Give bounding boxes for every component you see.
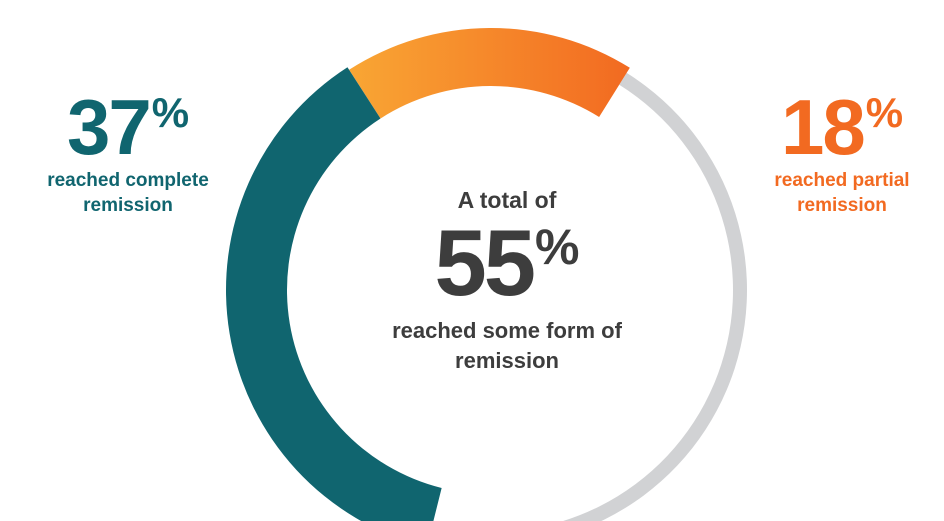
center-total-percent-sign: % xyxy=(535,219,580,275)
partial-remission-label: reached partial remission xyxy=(774,170,910,216)
partial-remission-number: 18 xyxy=(780,83,866,171)
complete-remission-value: 37% xyxy=(12,88,244,166)
slice-complete-remission xyxy=(226,67,442,521)
slice-partial-remission xyxy=(349,27,630,119)
complete-remission-label: reached complete remission xyxy=(47,170,209,216)
complete-remission-stat: 37% reached complete remission xyxy=(12,88,244,218)
donut-center-summary: A total of 55% reached some form of remi… xyxy=(362,186,652,376)
complete-remission-percent-sign: % xyxy=(151,89,190,136)
partial-remission-value: 18% xyxy=(740,88,944,166)
partial-remission-stat: 18% reached partial remission xyxy=(740,88,944,218)
center-total-value: 55% xyxy=(362,216,652,310)
center-label-text: reached some form of remission xyxy=(392,318,622,373)
complete-remission-number: 37 xyxy=(66,83,152,171)
center-total-number: 55 xyxy=(434,210,536,315)
center-intro-text: A total of xyxy=(457,187,557,213)
partial-remission-percent-sign: % xyxy=(865,89,904,136)
